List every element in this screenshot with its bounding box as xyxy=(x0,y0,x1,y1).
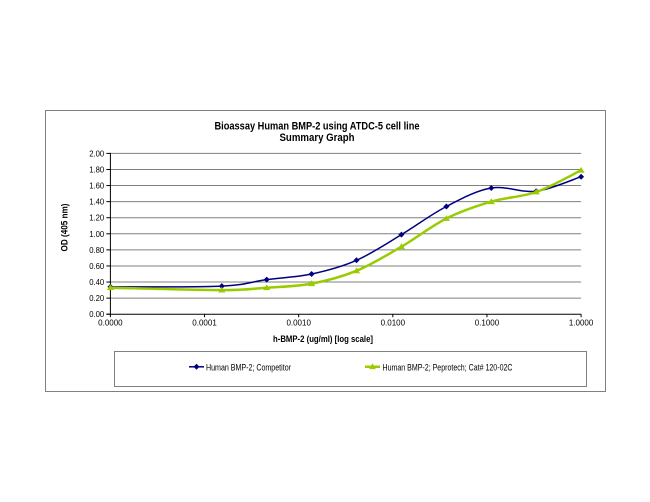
svg-text:Human BMP-2; Peprotech; Cat# 1: Human BMP-2; Peprotech; Cat# 120-02C xyxy=(383,362,514,372)
svg-text:0.80: 0.80 xyxy=(89,245,104,255)
svg-text:0.1000: 0.1000 xyxy=(475,319,500,328)
svg-text:0.60: 0.60 xyxy=(89,261,104,271)
svg-text:0.40: 0.40 xyxy=(89,277,104,287)
svg-text:Bioassay Human BMP-2 using ATD: Bioassay Human BMP-2 using ATDC-5 cell l… xyxy=(215,120,420,132)
svg-text:0.0001: 0.0001 xyxy=(192,319,217,328)
svg-text:1.60: 1.60 xyxy=(89,181,104,191)
svg-text:OD (405 nm): OD (405 nm) xyxy=(60,204,70,252)
svg-text:1.0000: 1.0000 xyxy=(569,319,594,328)
svg-text:h-BMP-2 (ug/ml) [log scale]: h-BMP-2 (ug/ml) [log scale] xyxy=(273,334,373,344)
svg-text:1.00: 1.00 xyxy=(89,229,104,239)
svg-text:2.00: 2.00 xyxy=(89,148,104,158)
svg-text:1.80: 1.80 xyxy=(89,164,104,174)
svg-text:0.00: 0.00 xyxy=(89,309,104,319)
svg-text:0.0010: 0.0010 xyxy=(286,319,311,328)
svg-text:0.20: 0.20 xyxy=(89,293,104,303)
svg-text:0.0000: 0.0000 xyxy=(98,319,123,328)
svg-text:Human BMP-2; Competitor: Human BMP-2; Competitor xyxy=(206,362,291,372)
svg-text:1.40: 1.40 xyxy=(89,197,104,207)
svg-text:1.20: 1.20 xyxy=(89,213,104,223)
svg-text:0.0100: 0.0100 xyxy=(381,319,406,328)
svg-text:Summary Graph: Summary Graph xyxy=(280,132,355,144)
